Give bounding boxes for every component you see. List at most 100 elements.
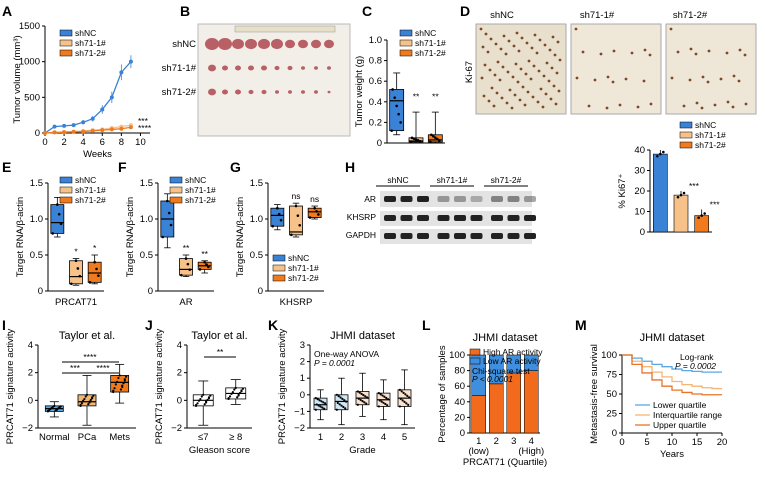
annotation-A: *** [138, 116, 149, 126]
data-point [117, 376, 120, 380]
x-tick-label-K: 5 [402, 432, 407, 443]
data-point [382, 401, 385, 404]
legend-label-L: Low AR activity [483, 356, 541, 366]
blot-band [437, 215, 450, 221]
axes-A: 0 500 1000 1500 Tumor volume (mm³) 0 2 4 6 8 10 Wee… [12, 21, 152, 160]
ki67-stain [483, 63, 487, 67]
data-point [381, 394, 384, 397]
ki67-stain [550, 66, 554, 70]
data-point [679, 193, 683, 197]
data-point [228, 395, 232, 398]
data-point [434, 136, 437, 139]
series-point-sh71-2# [62, 130, 67, 135]
ki67-stain [498, 78, 502, 82]
data-point [365, 402, 368, 405]
data-point [317, 213, 320, 216]
data-point [387, 398, 390, 401]
data-point [319, 405, 322, 408]
ki67-stain [587, 104, 591, 108]
ki67-stain [501, 65, 505, 69]
ki67-stain [502, 34, 506, 38]
data-point [339, 396, 342, 399]
data-point [113, 387, 116, 390]
tumor [218, 38, 232, 50]
data-point [207, 265, 210, 269]
ki67-stain [489, 37, 493, 41]
ki67-stain [542, 74, 546, 78]
data-point [195, 403, 198, 407]
tumor [274, 65, 280, 71]
ki67-stain [707, 49, 711, 53]
data-point [161, 235, 164, 239]
data-point [197, 399, 201, 402]
tumor [235, 89, 241, 95]
bar-low-ar [489, 354, 504, 385]
data-point [290, 233, 293, 237]
x-tick-label-I: Normal [39, 432, 70, 443]
ki67-stain [535, 51, 539, 55]
data-point [320, 400, 323, 403]
ki67-stain [624, 77, 628, 81]
x-axis-label-J: Gleason score [189, 445, 250, 456]
y-tick-label-M: 50 [606, 389, 617, 400]
ki67-stain [543, 43, 547, 47]
annotation-L: P < 0.0001 [472, 374, 513, 384]
ki67-stain [695, 101, 699, 105]
data-point [97, 274, 100, 277]
survival-curve-Lower quartile [622, 354, 722, 373]
data-point [403, 400, 406, 403]
tumor [208, 64, 216, 72]
y-tick-label-L: 0 [460, 428, 465, 439]
tumor [285, 39, 295, 49]
series-point-sh71-2# [90, 128, 95, 133]
tumor [222, 65, 228, 71]
data-point [196, 402, 199, 405]
y-tick-label-A: 1000 [19, 57, 40, 68]
y-tick-label-A: 500 [24, 92, 40, 103]
ki67-stain [525, 41, 529, 45]
annotation-F: ** [183, 243, 190, 253]
title-K: JHMI dataset [330, 330, 395, 342]
y-tick-label-C: 1.0 [369, 35, 382, 46]
ki67-stain [611, 80, 615, 84]
ki67-stain [547, 79, 551, 83]
legend-swatch-D [679, 131, 693, 139]
x-axis-label-G: KHSRP [280, 297, 313, 308]
ki67-stain [504, 52, 508, 56]
blot-band [470, 215, 483, 221]
x-tick-label-K: 1 [318, 432, 323, 443]
legend-swatch-G [272, 274, 286, 282]
panel-label-j: J [145, 317, 153, 333]
panel-label-k: K [268, 317, 278, 333]
y-tick-label-L: 100 [449, 350, 465, 361]
data-point [338, 403, 341, 406]
ki67-stain [530, 46, 534, 50]
data-point [188, 268, 192, 271]
data-point [700, 214, 703, 217]
data-point [199, 397, 202, 401]
data-point [321, 406, 324, 409]
annotation-I: **** [83, 352, 97, 362]
data-point [59, 222, 63, 226]
ki67-stain [506, 70, 510, 74]
bar-high-ar [471, 395, 486, 434]
box-shNC [389, 89, 405, 132]
data-point [316, 398, 319, 401]
panel-label-g: G [230, 159, 241, 175]
ki67-stain [521, 85, 525, 89]
blot-band [454, 233, 466, 239]
ki67-stain [482, 94, 486, 98]
ki67-stain [599, 52, 603, 56]
data-point [429, 140, 432, 144]
ki67-stain [553, 53, 557, 57]
legend-swatch-C [399, 29, 413, 37]
y-tick-label-K: −2 [294, 423, 305, 434]
ki67-stain [493, 73, 497, 77]
y-tick-label-L: 80 [454, 366, 465, 377]
legend-swatch-D [679, 141, 693, 149]
axes-I: −2 0 2 4 PRCAT71 signature activity Normal PCa… [5, 329, 136, 444]
ki67-stain [496, 60, 500, 64]
x-tick-label-A: 6 [100, 137, 105, 148]
x-axis-label-A: Weeks [83, 149, 112, 160]
